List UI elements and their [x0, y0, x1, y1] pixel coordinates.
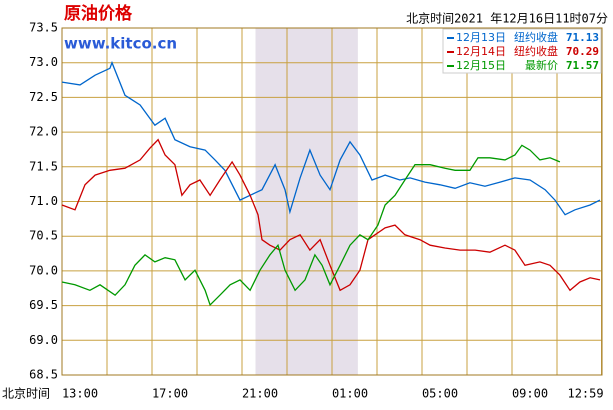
x-axis-label: 北京时间: [2, 387, 50, 401]
timestamp: 北京时间2021 年12月16日11时07分: [406, 12, 608, 26]
subtitle: www.kitco.cn: [64, 35, 177, 53]
legend-name: 12月15日: [456, 59, 506, 72]
y-tick-label: 72.0: [29, 125, 58, 139]
legend-text: 纽约收盘: [514, 44, 558, 58]
legend-name: 12月13日: [456, 31, 506, 44]
legend-value: 70.29: [566, 45, 599, 58]
y-tick-label: 71.0: [29, 194, 58, 208]
legend-name: 12月14日: [456, 45, 506, 58]
y-tick-label: 72.5: [29, 90, 58, 104]
y-tick-label: 73.0: [29, 55, 58, 69]
legend: 12月13日 纽约收盘 71.13 12月14日 纽约收盘 70.29 12月15日 最新价 7…: [442, 28, 602, 74]
legend-value: 71.13: [566, 31, 599, 44]
x-tick-label: 21:00: [242, 387, 278, 401]
legend-text: 最新价: [525, 58, 558, 72]
legend-text: 纽约收盘: [514, 30, 558, 44]
chart-title: 原油价格: [64, 3, 133, 24]
line-series: [61, 144, 561, 307]
y-tick-label: 70.0: [29, 263, 58, 277]
x-tick-label: 05:00: [422, 387, 458, 401]
plot-area: 73.5 73.0 72.5 72.0 71.5 71.0 70.5 70.0 69.5 69.0…: [29, 21, 604, 401]
y-tick-label: 73.5: [29, 21, 58, 35]
legend-value: 71.57: [566, 59, 599, 72]
x-tick-label: 12:59: [567, 387, 603, 401]
plot-border: [61, 27, 603, 376]
line-series: [61, 60, 601, 216]
y-tick-label: 71.5: [29, 159, 58, 173]
x-tick-label: 17:00: [152, 387, 188, 401]
y-tick-label: 69.5: [29, 298, 58, 312]
x-tick-label: 09:00: [512, 387, 548, 401]
x-tick-label: 01:00: [332, 387, 368, 401]
legend-box: [442, 28, 602, 74]
y-tick-label: 70.5: [29, 229, 58, 243]
y-tick-label: 68.5: [29, 368, 58, 382]
line-series: [61, 138, 601, 292]
y-tick-label: 69.0: [29, 333, 58, 347]
x-tick-label: 13:00: [62, 387, 98, 401]
